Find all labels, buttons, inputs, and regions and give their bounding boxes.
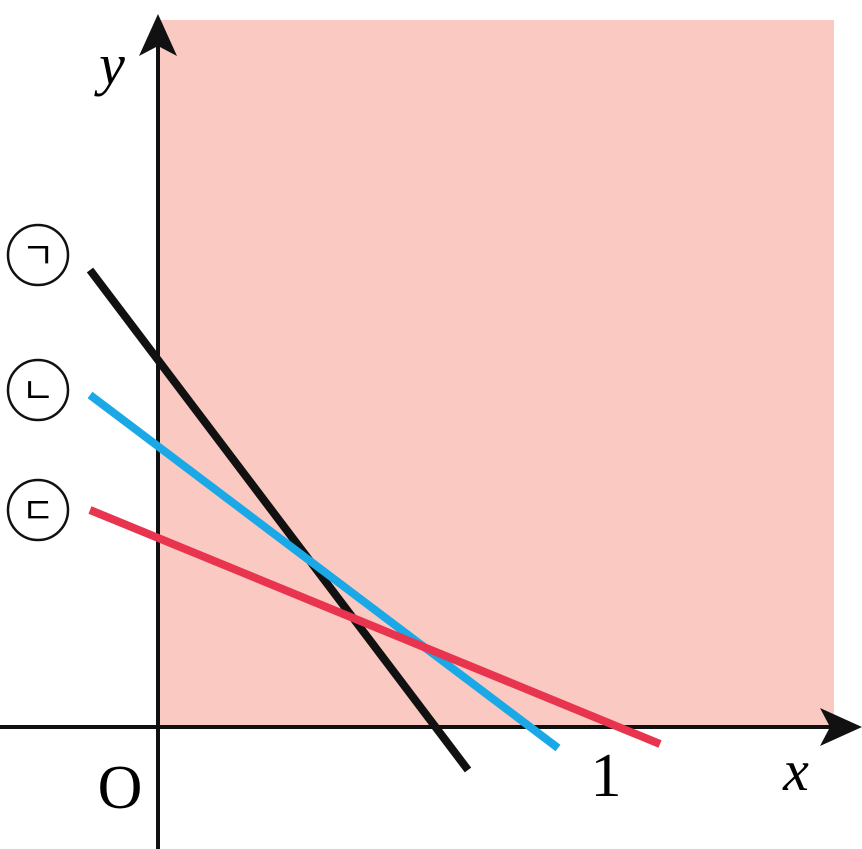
x-tick-label: 1 [591,742,622,810]
line-a [86,267,472,773]
label-circle [6,358,70,422]
y-arrow [139,14,177,56]
x-arrow [820,708,862,746]
label-circle [6,223,70,287]
line-label: ㄴ [21,371,54,412]
line-label: ㄱ [21,236,54,277]
line-c [88,506,662,748]
label-circle [6,478,70,542]
shaded-region [158,20,834,727]
line-label: ㄷ [21,491,54,532]
y-label: y [94,32,125,97]
origin-label: O [98,754,143,822]
line-labels: ㄱ ㄴ ㄷ [6,223,70,542]
line-b [87,391,561,752]
x-label: x [782,738,809,803]
